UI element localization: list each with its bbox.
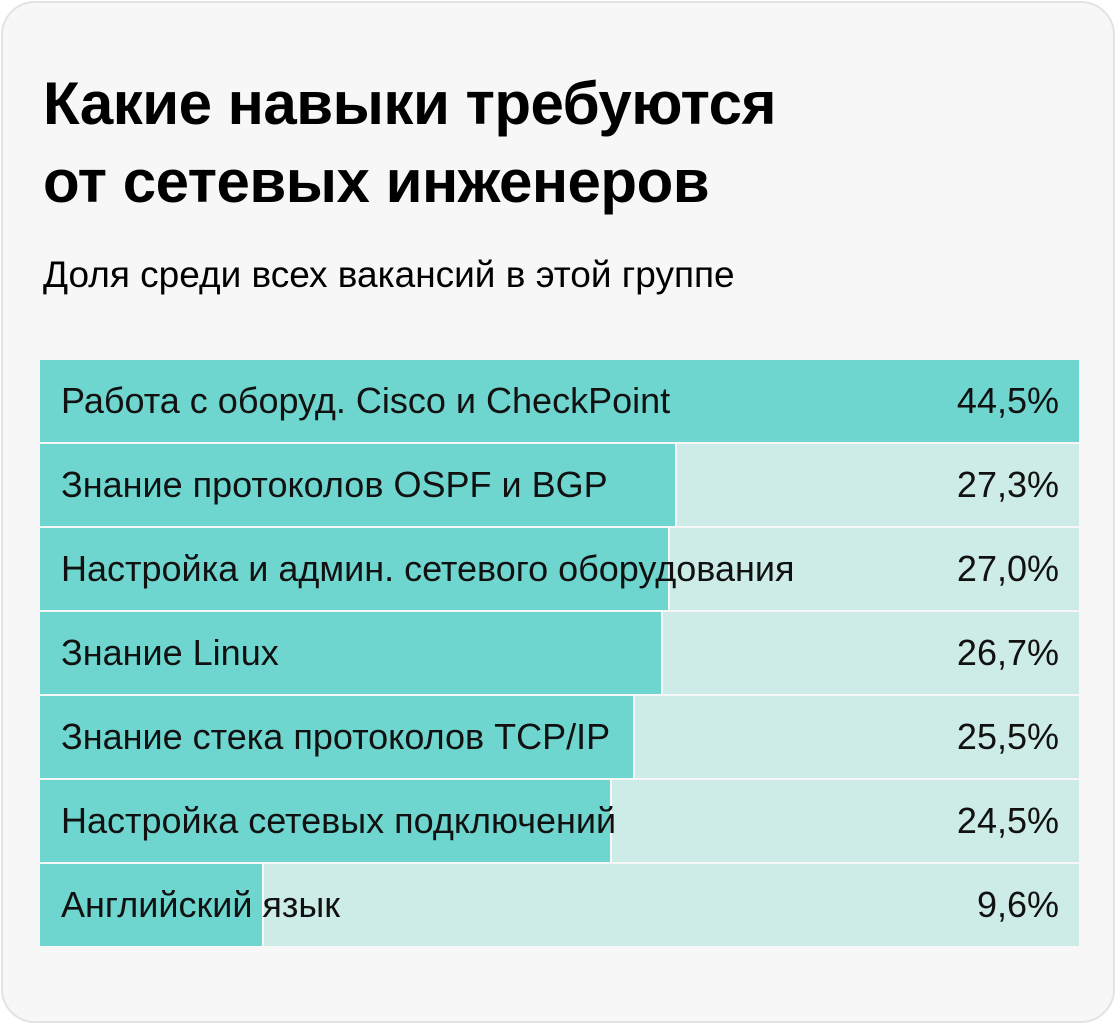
bar-value-label: 27,3%	[956, 464, 1059, 505]
bar-label: Работа с оборуд. Cisco и CheckPoint	[61, 380, 671, 421]
bar-row: Работа с оборуд. Cisco и CheckPoint 44,5%	[40, 360, 1079, 442]
bar-label: Настройка сетевых подключений	[61, 800, 617, 841]
bar-value-label: 24,5%	[956, 800, 1059, 841]
bar-label: Знание стека протоколов TCP/IP	[61, 716, 611, 757]
bar-row: Настройка сетевых подключений 24,5%	[40, 780, 1079, 862]
bar	[40, 864, 264, 946]
bar	[40, 780, 612, 862]
bar-value-label: 25,5%	[956, 716, 1059, 757]
bar	[40, 528, 670, 610]
bar-label: Знание Linux	[61, 632, 279, 673]
bar-row: Знание стека протоколов TCP/IP 25,5%	[40, 696, 1079, 778]
bar-label: Знание протоколов OSPF и BGP	[61, 464, 608, 505]
chart-title: Какие навыки требуются от сетевых инжене…	[43, 65, 1043, 221]
bar-row: Знание протоколов OSPF и BGP 27,3%	[40, 444, 1079, 526]
bar-chart: Работа с оборуд. Cisco и CheckPoint 44,5%…	[40, 360, 1079, 946]
bar-value-label: 27,0%	[956, 548, 1059, 589]
bar-row: Знание Linux 26,7%	[40, 612, 1079, 694]
bar	[40, 360, 1079, 442]
bar	[40, 612, 663, 694]
bar	[40, 444, 677, 526]
chart-title-line-2: от сетевых инженеров	[43, 148, 710, 215]
bar-value-label: 26,7%	[956, 632, 1059, 673]
chart-title-line-1: Какие навыки требуются	[43, 70, 776, 137]
bar-label: Английский язык	[61, 884, 341, 925]
bar-label: Настройка и админ. сетевого оборудования	[61, 548, 795, 589]
bar-value-label: 9,6%	[976, 884, 1059, 925]
chart-subtitle: Доля среди всех вакансий в этой группе	[43, 254, 735, 295]
bar-row: Английский язык 9,6%	[40, 864, 1079, 946]
bar-row: Настройка и админ. сетевого оборудования…	[40, 528, 1079, 610]
bar-value-label: 44,5%	[956, 380, 1059, 421]
bar	[40, 696, 635, 778]
